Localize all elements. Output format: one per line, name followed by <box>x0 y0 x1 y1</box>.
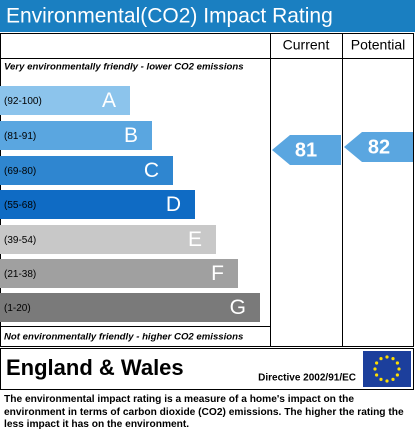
star <box>391 377 395 381</box>
star <box>375 373 379 377</box>
star <box>385 379 389 383</box>
current-arrow <box>272 135 341 165</box>
band-range: (69-80) <box>4 166 36 177</box>
star <box>395 361 399 365</box>
region: England & Wales <box>6 355 184 380</box>
footer-box <box>0 348 414 390</box>
star <box>373 367 377 371</box>
band <box>0 225 216 254</box>
star <box>395 373 399 377</box>
column-header: Potential <box>351 37 405 53</box>
bottom-caption: Not environmentally friendly - higher CO… <box>4 332 243 343</box>
description: The environmental impact rating is a mea… <box>4 394 404 430</box>
band <box>0 121 152 150</box>
title-bar <box>0 0 415 32</box>
current-rating: 81 <box>295 139 317 161</box>
band-range: (1-20) <box>4 303 31 314</box>
band-range: (39-54) <box>4 235 36 246</box>
band <box>0 259 238 288</box>
potential-rating: 82 <box>368 136 390 158</box>
band-range: (92-100) <box>4 96 42 107</box>
band <box>0 293 260 322</box>
potential-arrow <box>344 132 413 162</box>
band-letter: A <box>102 89 116 112</box>
title: Environmental(CO2) Impact Rating <box>6 5 333 28</box>
band-letter: B <box>124 124 138 147</box>
rating-chart: Environmental(CO2) Impact Rating Current… <box>0 0 415 390</box>
star <box>397 367 401 371</box>
eu-flag <box>363 351 411 387</box>
band-range: (55-68) <box>4 200 36 211</box>
column-header: Current <box>283 37 330 53</box>
directive: Directive 2002/91/EC <box>258 373 356 384</box>
top-caption: Very environmentally friendly - lower CO… <box>4 62 244 73</box>
star <box>385 355 389 359</box>
star <box>391 357 395 361</box>
star <box>375 361 379 365</box>
band-letter: C <box>144 159 159 182</box>
band-letter: G <box>230 296 246 319</box>
band-letter: F <box>211 262 224 285</box>
band <box>0 86 130 115</box>
band <box>0 156 173 185</box>
band-range: (21-38) <box>4 269 36 280</box>
star <box>379 357 383 361</box>
band <box>0 190 195 219</box>
band-letter: E <box>188 228 202 251</box>
star <box>379 377 383 381</box>
band-range: (81-91) <box>4 131 36 142</box>
band-letter: D <box>166 193 181 216</box>
